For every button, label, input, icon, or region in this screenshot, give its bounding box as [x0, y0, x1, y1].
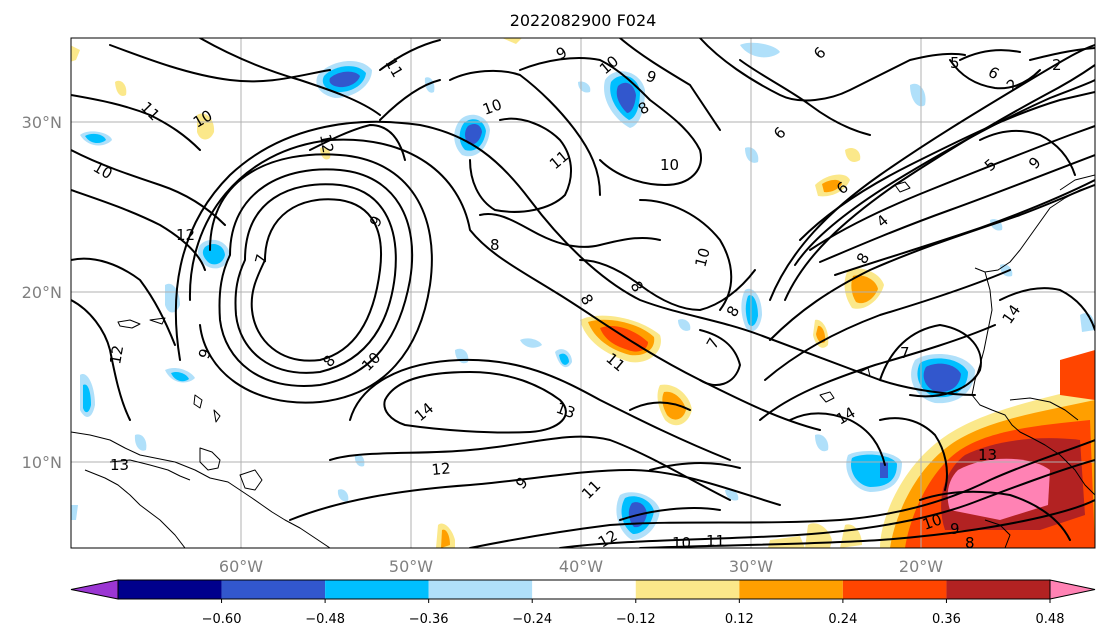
contour-label: 13 — [554, 399, 578, 422]
colorbar-segment — [428, 580, 533, 599]
contour-label: 10 — [691, 246, 713, 269]
negative-anomaly-shading — [71, 42, 1095, 540]
contour-label: 11 — [706, 532, 725, 550]
colorbar-tick-label: −0.24 — [512, 612, 552, 627]
contour-label: 7 — [251, 252, 271, 266]
colorbar-segment — [739, 580, 843, 599]
colorbar-segment — [221, 580, 326, 599]
contour-label: 12 — [431, 459, 452, 479]
lat-label: 10°N — [22, 453, 62, 472]
colorbar-segment — [946, 580, 1050, 599]
colorbar-segment — [635, 580, 740, 599]
colorbar-tick-label: −0.48 — [305, 612, 345, 627]
colorbar-tick-label: −0.12 — [616, 612, 656, 627]
colorbar-segment — [842, 580, 947, 599]
gridlines — [71, 38, 1095, 548]
contour-label: 8 — [965, 534, 975, 552]
colorbar-frame — [117, 579, 1051, 600]
latitude-labels: 30°N 20°N 10°N — [22, 113, 62, 472]
lat-label: 20°N — [22, 283, 62, 302]
lon-label: 20°W — [899, 557, 943, 576]
colorbar-extend-low — [70, 579, 119, 600]
contour-label: 12 — [316, 133, 337, 155]
contour-label: 12 — [595, 526, 621, 551]
contour-label: 10 — [672, 534, 691, 552]
map-frame — [70, 37, 1096, 549]
longitude-labels: 60°W 50°W 40°W 30°W 20°W — [219, 557, 943, 576]
lon-label: 60°W — [219, 557, 263, 576]
contour-label: 12 — [176, 226, 195, 244]
contour-label: 7 — [900, 344, 910, 362]
colorbar-tick-label: 0.24 — [828, 612, 857, 627]
colorbar-tick-label: 0.12 — [725, 612, 754, 627]
contour-lines — [71, 38, 1095, 548]
contour-label: 8 — [490, 236, 500, 254]
colorbar-extend-high — [1049, 579, 1096, 600]
contour-label: 13 — [110, 456, 129, 474]
figure-title: 2022082900 F024 — [510, 11, 657, 30]
contour-label: 13 — [978, 446, 997, 464]
lat-label: 30°N — [22, 113, 62, 132]
lon-label: 30°W — [729, 557, 773, 576]
colorbar-segment — [325, 580, 429, 599]
contour-label: 12 — [106, 344, 127, 366]
colorbar-tick-label: −0.36 — [409, 612, 449, 627]
colorbar-segment — [532, 580, 636, 599]
lon-label: 40°W — [559, 557, 603, 576]
contour-label: 5 — [950, 54, 960, 72]
contour-label: 2 — [1052, 56, 1062, 74]
colorbar-tick-label: 0.36 — [932, 612, 961, 627]
colorbar: −0.60 −0.48 −0.36 −0.24 −0.12 0.12 0.24 0.36 0.4… — [70, 579, 1096, 627]
colorbar-tick-label: −0.60 — [202, 612, 242, 627]
colorbar-tick-label: 0.48 — [1036, 612, 1065, 627]
contour-label: 10 — [660, 156, 679, 174]
contour-label: 10 — [480, 95, 504, 118]
contour-label: 10 — [920, 510, 944, 533]
colorbar-segment — [118, 580, 222, 599]
lon-label: 50°W — [389, 557, 433, 576]
contour-label: 9 — [950, 520, 960, 538]
